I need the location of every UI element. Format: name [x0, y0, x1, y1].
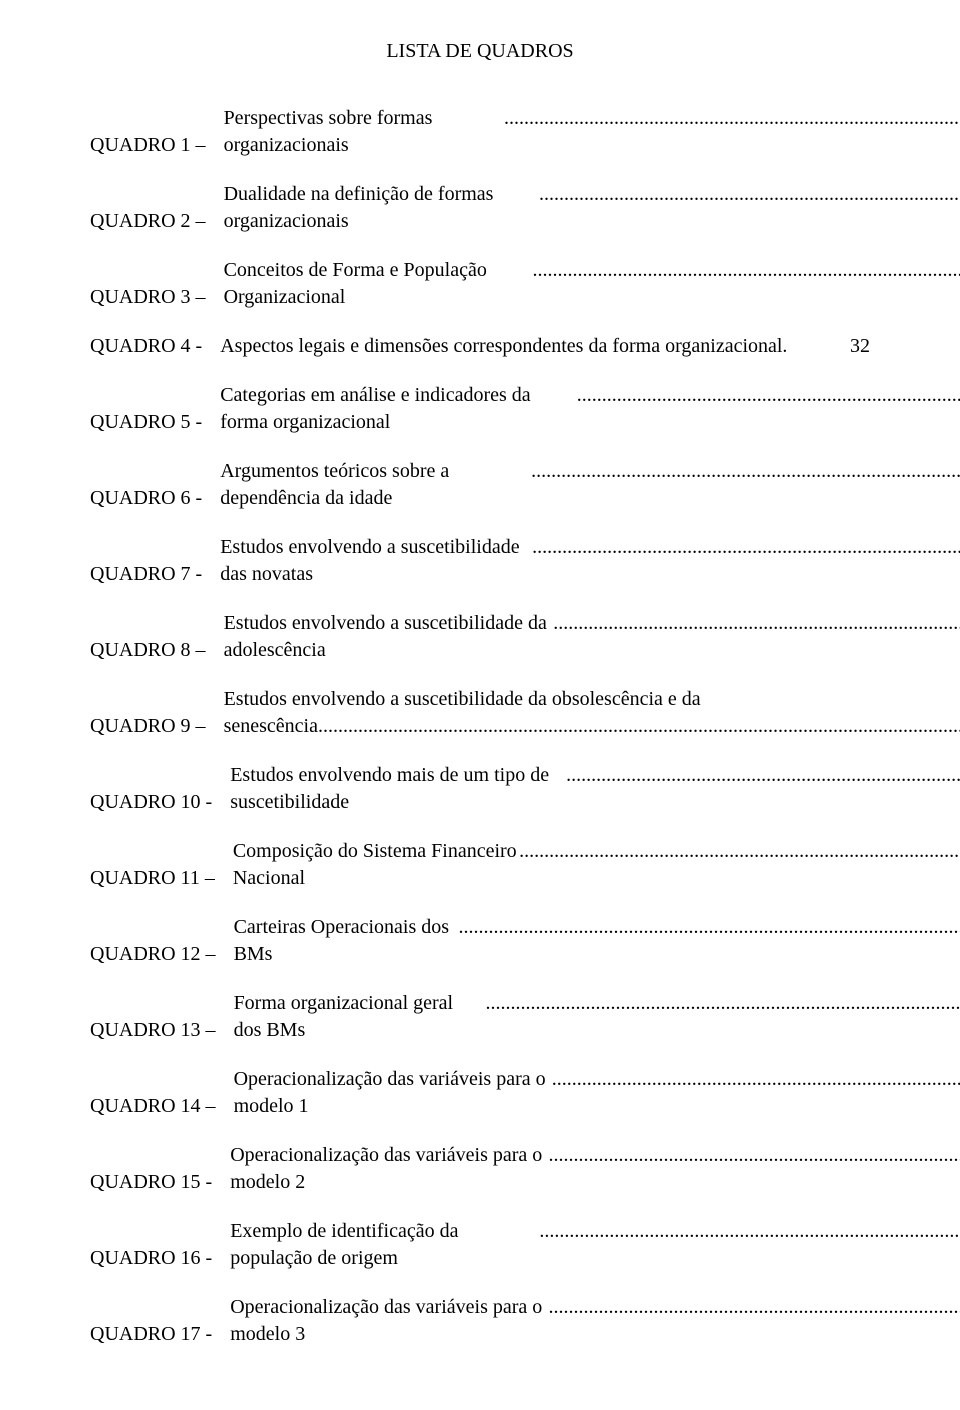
leader-dots — [532, 534, 960, 561]
entry-description-text: Operacionalização das variáveis para o m… — [230, 1294, 548, 1348]
entry-description-text: Forma organizacional geral dos BMs — [234, 990, 486, 1044]
entry-label: QUADRO 9 – — [90, 713, 224, 740]
entry-description: Operacionalização das variáveis para o m… — [230, 1294, 960, 1348]
leader-dots — [519, 838, 960, 865]
toc-entry: QUADRO 10 -Estudos envolvendo mais de um… — [90, 762, 870, 816]
entry-label: QUADRO 11 – — [90, 865, 233, 892]
entry-description-line: Estudos envolvendo a suscetibilidade da … — [224, 686, 960, 713]
toc-entry: QUADRO 3 –Conceitos de Forma e População… — [90, 257, 870, 311]
entry-description: Forma organizacional geral dos BMs — [234, 990, 960, 1044]
entry-description-text: Estudos envolvendo mais de um tipo de su… — [230, 762, 566, 816]
page-title: LISTA DE QUADROS — [90, 40, 870, 63]
entry-description: Argumentos teóricos sobre a dependência … — [220, 458, 960, 512]
entry-description-text: Operacionalização das variáveis para o m… — [230, 1142, 548, 1196]
entry-description: Estudos envolvendo a suscetibilidade das… — [220, 534, 960, 588]
entry-label: QUADRO 12 – — [90, 941, 234, 968]
entry-description-text: Exemplo de identificação da população de… — [230, 1218, 539, 1272]
entry-description: Perspectivas sobre formas organizacionai… — [224, 105, 960, 159]
toc-entry: QUADRO 5 -Categorias em análise e indica… — [90, 382, 870, 436]
leader-dots — [531, 458, 960, 485]
entry-description: Operacionalização das variáveis para o m… — [230, 1142, 960, 1196]
entry-description-text: Operacionalização das variáveis para o m… — [234, 1066, 552, 1120]
leader-dots — [548, 1142, 960, 1169]
entry-label: QUADRO 17 - — [90, 1321, 230, 1348]
leader-dots — [566, 762, 960, 789]
toc-entry: QUADRO 2 –Dualidade na definição de form… — [90, 181, 870, 235]
entry-description-text: Categorias em análise e indicadores da f… — [220, 382, 577, 436]
entry-label: QUADRO 5 - — [90, 409, 220, 436]
entry-label: QUADRO 16 - — [90, 1245, 230, 1272]
leader-dots — [552, 1066, 960, 1093]
toc-entry: QUADRO 4 -Aspectos legais e dimensões co… — [90, 333, 870, 360]
toc-entry: QUADRO 8 –Estudos envolvendo a suscetibi… — [90, 610, 870, 664]
leader-dots — [486, 990, 960, 1017]
leader-dots — [548, 1294, 960, 1321]
entry-label: QUADRO 8 – — [90, 637, 224, 664]
leader-dots — [504, 105, 960, 132]
leader-dots — [577, 382, 960, 409]
entry-description-text: Perspectivas sobre formas organizacionai… — [224, 105, 504, 159]
toc-entry: QUADRO 12 –Carteiras Operacionais dos BM… — [90, 914, 870, 968]
toc-entry: QUADRO 9 –Estudos envolvendo a suscetibi… — [90, 686, 870, 740]
leader-dots — [533, 257, 960, 284]
toc-entry: QUADRO 13 –Forma organizacional geral do… — [90, 990, 870, 1044]
leader-dots — [553, 610, 960, 637]
entry-page-number: 32 — [830, 333, 870, 360]
leader-dots — [539, 181, 960, 208]
entry-label: QUADRO 10 - — [90, 789, 230, 816]
entry-description-text: Dualidade na definição de formas organiz… — [224, 181, 539, 235]
toc-entry: QUADRO 14 –Operacionalização das variáve… — [90, 1066, 870, 1120]
entry-label: QUADRO 7 - — [90, 561, 220, 588]
toc-entry: QUADRO 17 -Operacionalização das variáve… — [90, 1294, 870, 1348]
entry-description-text: Aspectos legais e dimensões corresponden… — [220, 333, 787, 360]
entries-list: QUADRO 1 –Perspectivas sobre formas orga… — [90, 105, 870, 1348]
entry-description-text: Estudos envolvendo a suscetibilidade das… — [220, 534, 532, 588]
toc-entry: QUADRO 7 -Estudos envolvendo a suscetibi… — [90, 534, 870, 588]
toc-entry: QUADRO 6 -Argumentos teóricos sobre a de… — [90, 458, 870, 512]
entry-description: Estudos envolvendo a suscetibilidade da … — [224, 610, 960, 664]
entry-label: QUADRO 2 – — [90, 208, 224, 235]
leader-dots — [318, 713, 960, 740]
entry-description: Categorias em análise e indicadores da f… — [220, 382, 960, 436]
entry-description: Dualidade na definição de formas organiz… — [224, 181, 960, 235]
entry-description: Estudos envolvendo a suscetibilidade da … — [224, 686, 960, 740]
page: LISTA DE QUADROS QUADRO 1 –Perspectivas … — [0, 0, 960, 1410]
entry-description: Carteiras Operacionais dos BMs — [234, 914, 960, 968]
entry-description: Aspectos legais e dimensões corresponden… — [220, 333, 830, 360]
toc-entry: QUADRO 11 –Composição do Sistema Finance… — [90, 838, 870, 892]
entry-description: Operacionalização das variáveis para o m… — [234, 1066, 960, 1120]
leader-dots — [539, 1218, 960, 1245]
entry-label: QUADRO 4 - — [90, 333, 220, 360]
toc-entry: QUADRO 16 -Exemplo de identificação da p… — [90, 1218, 870, 1272]
entry-label: QUADRO 14 – — [90, 1093, 234, 1120]
entry-label: QUADRO 1 – — [90, 132, 224, 159]
entry-description-text: Argumentos teóricos sobre a dependência … — [220, 458, 531, 512]
toc-entry: QUADRO 15 -Operacionalização das variáve… — [90, 1142, 870, 1196]
entry-description-text: Conceitos de Forma e População Organizac… — [224, 257, 533, 311]
entry-label: QUADRO 3 – — [90, 284, 224, 311]
toc-entry: QUADRO 1 –Perspectivas sobre formas orga… — [90, 105, 870, 159]
entry-description-text: Estudos envolvendo a suscetibilidade da … — [224, 610, 554, 664]
entry-description-text: Carteiras Operacionais dos BMs — [234, 914, 459, 968]
entry-label: QUADRO 6 - — [90, 485, 220, 512]
entry-description: Estudos envolvendo mais de um tipo de su… — [230, 762, 960, 816]
entry-description: Exemplo de identificação da população de… — [230, 1218, 960, 1272]
entry-description-text: Composição do Sistema Financeiro Naciona… — [233, 838, 519, 892]
leader-dots — [459, 914, 960, 941]
entry-description: Composição do Sistema Financeiro Naciona… — [233, 838, 960, 892]
entry-description: Conceitos de Forma e População Organizac… — [224, 257, 960, 311]
entry-description-line: senescência — [224, 713, 318, 740]
entry-label: QUADRO 13 – — [90, 1017, 234, 1044]
entry-label: QUADRO 15 - — [90, 1169, 230, 1196]
